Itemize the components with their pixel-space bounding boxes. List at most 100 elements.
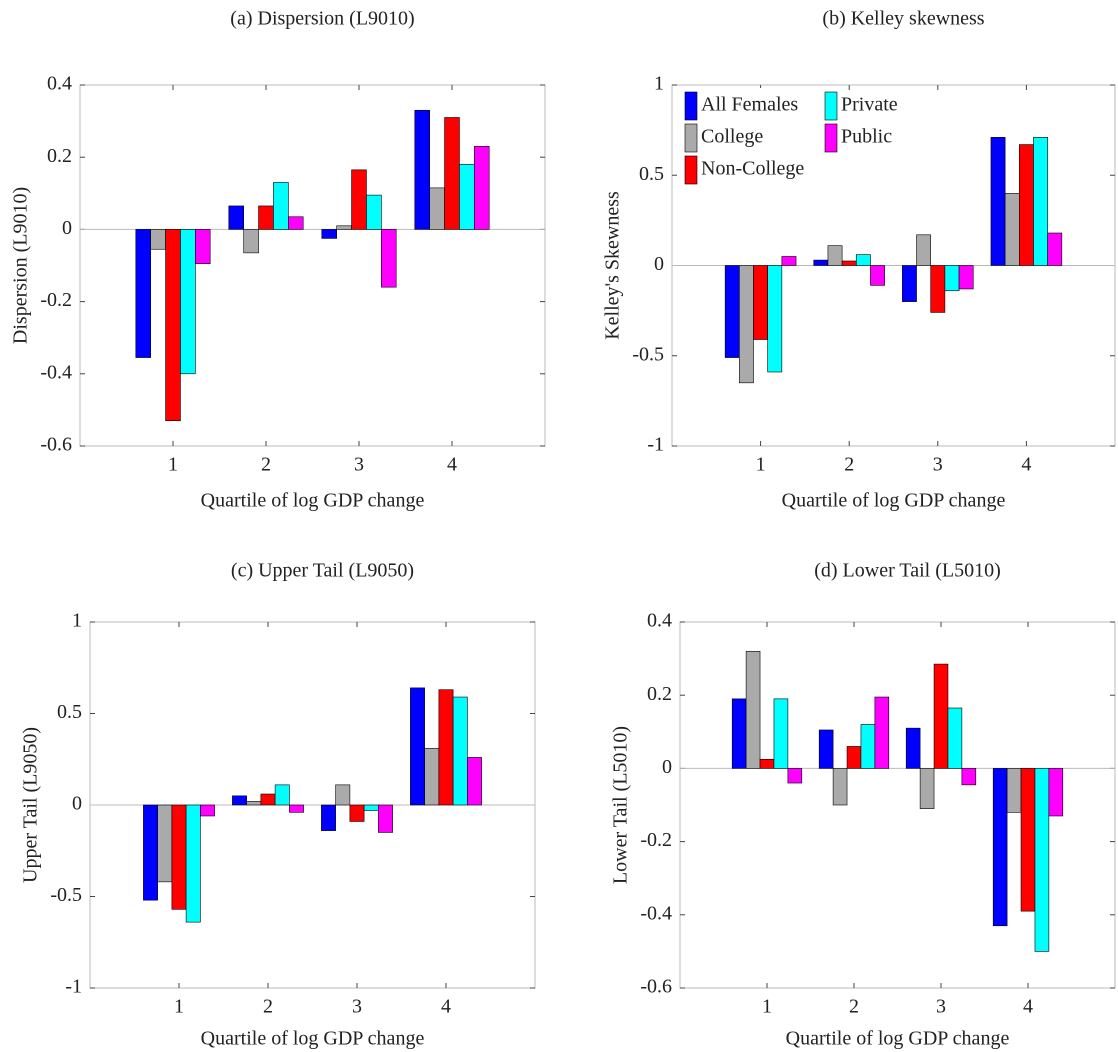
bar <box>246 801 262 806</box>
legend-swatch <box>824 123 838 153</box>
bar <box>200 804 215 817</box>
y-axis-label: Dispersion (L9010) <box>10 187 32 344</box>
bar <box>930 265 946 313</box>
y-tick-label: 0.5 <box>57 701 82 723</box>
bar <box>759 758 775 769</box>
bar <box>874 696 890 769</box>
bar <box>143 804 158 901</box>
x-tick-label: 3 <box>352 996 362 1018</box>
bar <box>1004 193 1020 266</box>
y-tick-label: -0.5 <box>632 343 664 365</box>
bar <box>289 804 304 813</box>
bar <box>243 229 259 254</box>
axes-box <box>79 84 546 447</box>
y-tick-label: -0.6 <box>640 976 672 998</box>
subplot-title: (c) Upper Tail (L9050) <box>231 560 414 582</box>
y-tick-label: 0.2 <box>647 683 672 705</box>
bar <box>1033 137 1048 266</box>
y-tick-label: -1 <box>647 434 664 456</box>
y-tick-label: -0.2 <box>640 829 672 851</box>
legend-swatch <box>684 91 698 121</box>
bar <box>228 205 244 230</box>
bar <box>1047 232 1063 266</box>
bar <box>349 804 365 822</box>
bar <box>410 687 425 806</box>
bar <box>232 795 247 806</box>
x-tick-label: 3 <box>936 996 946 1018</box>
bar <box>958 265 974 290</box>
bar <box>444 117 460 230</box>
x-tick-label: 3 <box>933 454 943 476</box>
y-tick-label: -1 <box>65 976 82 998</box>
x-tick-label: 2 <box>849 996 859 1018</box>
bar <box>336 225 352 230</box>
x-tick-label: 2 <box>263 996 273 1018</box>
y-tick-label: 0 <box>72 793 82 815</box>
bar <box>813 259 829 266</box>
bar <box>1048 768 1064 817</box>
x-tick-label: 4 <box>1023 996 1033 1018</box>
legend-label: Public <box>841 126 892 148</box>
bar <box>827 245 843 266</box>
x-tick-label: 4 <box>441 996 451 1018</box>
y-tick-label: 0.5 <box>639 163 664 185</box>
bar <box>459 164 475 230</box>
axes-box <box>679 621 1116 989</box>
x-tick-label: 1 <box>756 454 766 476</box>
y-tick-label: 0 <box>62 217 72 239</box>
bar <box>753 265 768 340</box>
bar <box>424 747 440 806</box>
bar <box>944 265 960 292</box>
y-tick-label: 0.4 <box>647 610 672 632</box>
bar <box>381 229 397 288</box>
bar <box>321 804 336 831</box>
bar <box>841 260 857 266</box>
subplot-title: (d) Lower Tail (L5010) <box>814 560 1001 582</box>
bar <box>180 229 196 375</box>
bar <box>438 689 454 806</box>
bar <box>731 698 747 769</box>
bar <box>787 768 803 784</box>
legend-label: College <box>701 126 763 148</box>
legend-label: All Females <box>701 94 798 116</box>
bar <box>378 804 393 833</box>
bar <box>919 768 935 809</box>
bar <box>767 265 783 373</box>
bar <box>195 229 211 264</box>
legend-swatch <box>824 91 838 121</box>
bar <box>363 804 379 811</box>
subplot-title: (b) Kelley skewness <box>822 8 984 30</box>
bar <box>745 650 761 769</box>
y-tick-label: -0.4 <box>40 361 72 383</box>
bar <box>1034 768 1050 952</box>
legend-label: Non-College <box>701 158 804 180</box>
bar <box>414 109 430 230</box>
x-tick-label: 3 <box>354 454 364 476</box>
bar <box>1020 768 1036 912</box>
bar <box>274 784 290 806</box>
legend-swatch <box>684 155 698 185</box>
legend-label: Private <box>841 94 898 116</box>
x-axis-label: Quartile of log GDP change <box>201 1028 425 1050</box>
bar <box>832 768 848 806</box>
bar <box>846 746 862 769</box>
y-tick-label: 0.4 <box>47 73 72 95</box>
x-tick-label: 2 <box>261 454 271 476</box>
bar <box>366 194 382 230</box>
bar <box>1006 768 1022 813</box>
legend-box <box>677 88 827 184</box>
x-axis-label: Quartile of log GDP change <box>201 490 425 512</box>
bar <box>157 804 173 883</box>
x-tick-label: 1 <box>174 996 184 1018</box>
bar <box>1019 144 1034 266</box>
bar <box>916 234 932 266</box>
bar <box>773 698 789 769</box>
bar <box>452 696 468 806</box>
y-axis-label: Lower Tail (L5010) <box>610 726 632 884</box>
x-tick-label: 4 <box>447 454 457 476</box>
bar <box>818 729 834 769</box>
x-tick-label: 1 <box>762 996 772 1018</box>
bar <box>902 265 917 302</box>
bar <box>150 229 166 250</box>
